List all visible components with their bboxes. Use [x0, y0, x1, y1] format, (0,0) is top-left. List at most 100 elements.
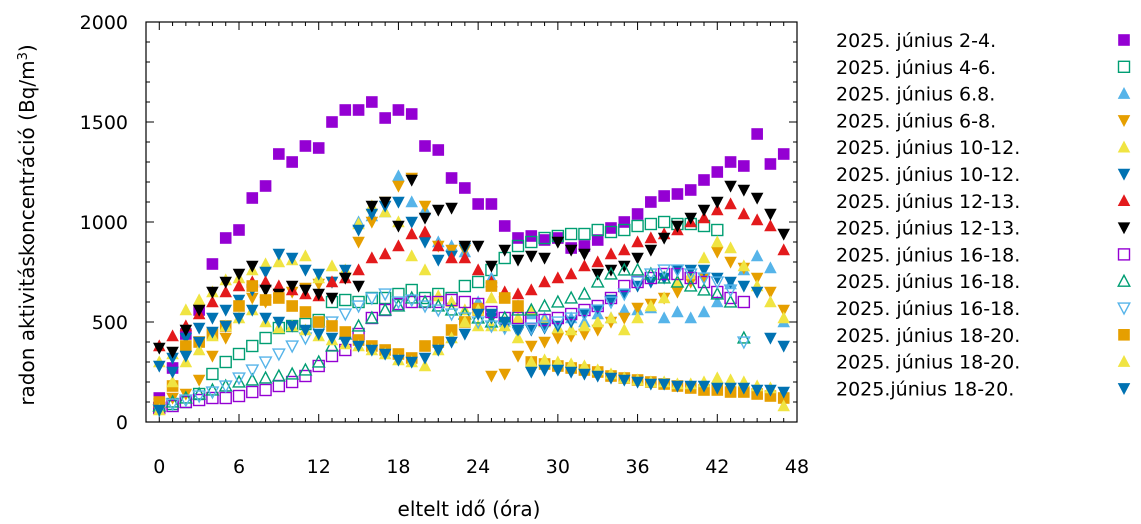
data-point — [192, 390, 207, 404]
data-point — [232, 312, 246, 325]
data-point — [219, 232, 232, 244]
legend: 2025. június 2-4. 2025. június 4-6. 2025. … — [836, 30, 1131, 400]
data-point — [525, 235, 538, 249]
data-point — [644, 276, 658, 289]
data-point — [711, 166, 724, 178]
data-point — [206, 312, 219, 325]
data-point — [205, 386, 220, 400]
legend-marker — [1117, 383, 1131, 395]
legend-marker — [1117, 60, 1131, 73]
series-7 — [153, 174, 790, 359]
data-point — [578, 227, 591, 241]
data-point — [711, 235, 724, 248]
data-point — [219, 285, 232, 298]
data-point — [737, 207, 751, 220]
data-point — [710, 276, 725, 290]
data-point — [777, 399, 790, 412]
data-point — [219, 391, 232, 405]
data-point — [724, 241, 737, 254]
data-point — [192, 393, 206, 407]
data-point — [192, 293, 206, 306]
data-point — [657, 215, 671, 229]
data-point — [604, 225, 618, 239]
data-point — [272, 255, 286, 268]
data-point — [550, 294, 565, 308]
data-point — [459, 182, 471, 194]
data-point — [458, 328, 472, 341]
data-point — [471, 308, 485, 321]
data-point — [524, 302, 539, 316]
data-point — [511, 311, 525, 325]
data-point — [738, 160, 750, 172]
data-point — [232, 268, 246, 281]
data-point — [153, 360, 166, 373]
data-point — [750, 213, 764, 226]
data-point — [312, 316, 325, 328]
legend-label: 2025. június 6-8. — [836, 110, 996, 132]
legend-marker — [1118, 34, 1130, 46]
y-tick-label: 1500 — [80, 112, 128, 134]
data-point — [378, 288, 393, 302]
data-point — [764, 332, 777, 345]
data-point — [392, 169, 405, 182]
data-point — [432, 204, 445, 217]
data-point — [311, 354, 326, 368]
legend-label: 2025. június 16-18. — [836, 244, 1020, 266]
data-point — [525, 283, 538, 296]
data-point — [312, 288, 325, 301]
data-point — [339, 104, 352, 116]
data-point — [724, 197, 737, 210]
data-point — [432, 144, 445, 156]
data-point — [378, 196, 392, 209]
data-point — [657, 311, 671, 324]
legend-marker — [1117, 87, 1131, 99]
data-point — [219, 276, 232, 289]
data-point — [418, 300, 432, 314]
data-point — [325, 259, 339, 272]
data-point — [657, 291, 671, 304]
data-point — [498, 292, 511, 304]
data-point — [724, 180, 737, 193]
data-point — [618, 374, 631, 387]
data-point — [578, 319, 591, 332]
data-point — [658, 190, 670, 202]
data-point — [644, 378, 658, 391]
data-point — [178, 390, 193, 404]
data-point — [326, 116, 338, 128]
legend-label: 2025. június 16-18. — [836, 298, 1020, 320]
data-point — [764, 158, 777, 170]
data-point — [392, 180, 405, 193]
data-point — [312, 268, 325, 281]
data-point — [325, 349, 339, 363]
data-point — [299, 306, 312, 318]
data-point — [286, 156, 298, 168]
data-point — [737, 184, 751, 197]
data-point — [485, 308, 498, 321]
data-point — [630, 262, 645, 276]
data-point — [391, 296, 406, 310]
data-point — [166, 329, 179, 342]
data-point — [578, 368, 591, 381]
data-point — [578, 259, 591, 272]
data-point — [299, 249, 312, 262]
data-point — [471, 275, 485, 289]
data-point — [684, 380, 697, 393]
data-point — [392, 239, 405, 252]
data-point — [299, 284, 312, 297]
legend-marker — [1117, 302, 1131, 316]
data-point — [458, 251, 472, 264]
data-point — [631, 302, 644, 315]
data-point — [325, 292, 339, 305]
data-point — [604, 372, 618, 385]
data-point — [285, 375, 299, 389]
data-point — [511, 239, 525, 253]
data-point — [511, 254, 525, 267]
data-point — [711, 203, 724, 216]
data-point — [631, 376, 644, 389]
data-point — [617, 262, 632, 276]
data-point — [764, 295, 777, 308]
x-tick-label: 12 — [307, 456, 331, 478]
data-point — [431, 304, 446, 318]
data-point — [246, 385, 259, 399]
